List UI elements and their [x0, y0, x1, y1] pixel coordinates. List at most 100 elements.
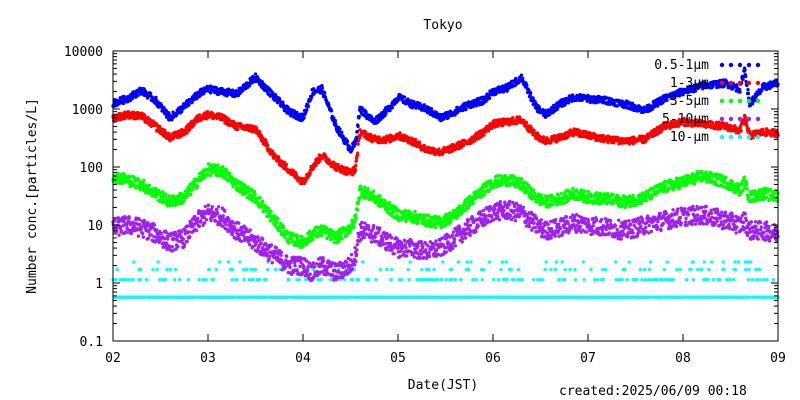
- data-point: [349, 253, 354, 257]
- data-point: [625, 203, 629, 207]
- data-point: [371, 189, 376, 193]
- data-point: [481, 267, 486, 272]
- data-point: [547, 198, 551, 202]
- data-point: [691, 260, 695, 264]
- data-point: [512, 204, 517, 209]
- data-point: [124, 230, 128, 235]
- data-point: [120, 277, 125, 282]
- data-point: [469, 260, 473, 264]
- data-point: [627, 219, 631, 223]
- data-point: [408, 244, 412, 248]
- data-point: [557, 277, 562, 282]
- data-point: [535, 217, 539, 221]
- data-point: [568, 267, 572, 272]
- data-point: [413, 209, 417, 214]
- data-point: [356, 208, 360, 212]
- data-point: [162, 236, 167, 241]
- data-point: [142, 113, 147, 117]
- data-point: [237, 221, 241, 225]
- data-point: [415, 221, 420, 226]
- data-point: [560, 260, 564, 264]
- data-point: [367, 277, 371, 282]
- data-point: [174, 267, 178, 272]
- data-point: [319, 277, 323, 282]
- data-point: [345, 233, 349, 237]
- data-point: [615, 227, 619, 232]
- data-point: [151, 225, 155, 230]
- data-point: [305, 268, 310, 272]
- data-point: [385, 267, 389, 272]
- data-point: [416, 244, 420, 248]
- data-point: [381, 238, 385, 243]
- data-point: [426, 277, 431, 282]
- data-point: [399, 277, 404, 282]
- data-point: [396, 246, 400, 250]
- data-point: [405, 254, 409, 258]
- data-point: [214, 267, 219, 272]
- data-point: [201, 176, 206, 181]
- data-point: [623, 267, 627, 272]
- series-10-μm: [111, 260, 780, 299]
- data-point: [451, 230, 456, 234]
- data-point: [239, 239, 244, 243]
- data-point: [177, 277, 182, 282]
- data-point: [185, 130, 189, 135]
- data-point: [743, 260, 748, 264]
- data-point: [145, 224, 149, 228]
- data-point: [435, 277, 440, 282]
- data-point: [465, 260, 469, 264]
- data-point: [427, 254, 432, 259]
- data-point: [170, 245, 174, 249]
- data-point: [149, 233, 154, 237]
- data-point: [474, 229, 478, 234]
- data-point: [441, 260, 445, 264]
- data-point: [754, 224, 758, 228]
- data-point: [355, 248, 359, 252]
- data-point: [258, 196, 262, 200]
- data-point: [267, 257, 271, 262]
- data-point: [197, 224, 201, 229]
- data-point: [230, 232, 235, 237]
- data-point: [756, 237, 760, 241]
- data-point: [650, 195, 654, 200]
- data-point: [758, 267, 762, 272]
- data-point: [659, 228, 663, 233]
- data-point: [520, 277, 524, 282]
- data-point: [303, 277, 308, 282]
- data-point: [678, 215, 683, 220]
- data-point: [728, 277, 732, 282]
- data-point: [193, 214, 197, 219]
- data-point: [435, 248, 439, 252]
- data-point: [611, 193, 616, 197]
- data-point: [181, 237, 185, 242]
- data-point: [718, 277, 722, 282]
- data-point: [554, 217, 558, 222]
- data-point: [216, 163, 220, 167]
- data-point: [248, 228, 252, 232]
- data-point: [744, 218, 749, 223]
- data-point: [736, 260, 741, 264]
- data-point: [700, 205, 704, 209]
- data-point: [502, 208, 506, 213]
- data-point: [664, 211, 668, 216]
- data-point: [350, 267, 355, 271]
- data-point: [202, 221, 207, 225]
- data-point: [519, 177, 524, 181]
- data-point: [224, 223, 228, 227]
- data-point: [735, 225, 739, 229]
- data-point: [625, 235, 630, 239]
- data-point: [468, 233, 472, 238]
- data-point: [155, 267, 159, 272]
- data-point: [497, 218, 502, 222]
- data-point: [115, 267, 119, 272]
- data-point: [433, 225, 438, 230]
- data-point: [134, 216, 138, 220]
- data-point: [147, 229, 151, 234]
- data-point: [544, 260, 548, 264]
- data-point: [704, 209, 708, 214]
- data-point: [564, 215, 569, 219]
- data-point: [539, 221, 543, 226]
- data-point: [745, 181, 749, 185]
- data-point: [662, 267, 667, 272]
- data-point: [139, 267, 143, 272]
